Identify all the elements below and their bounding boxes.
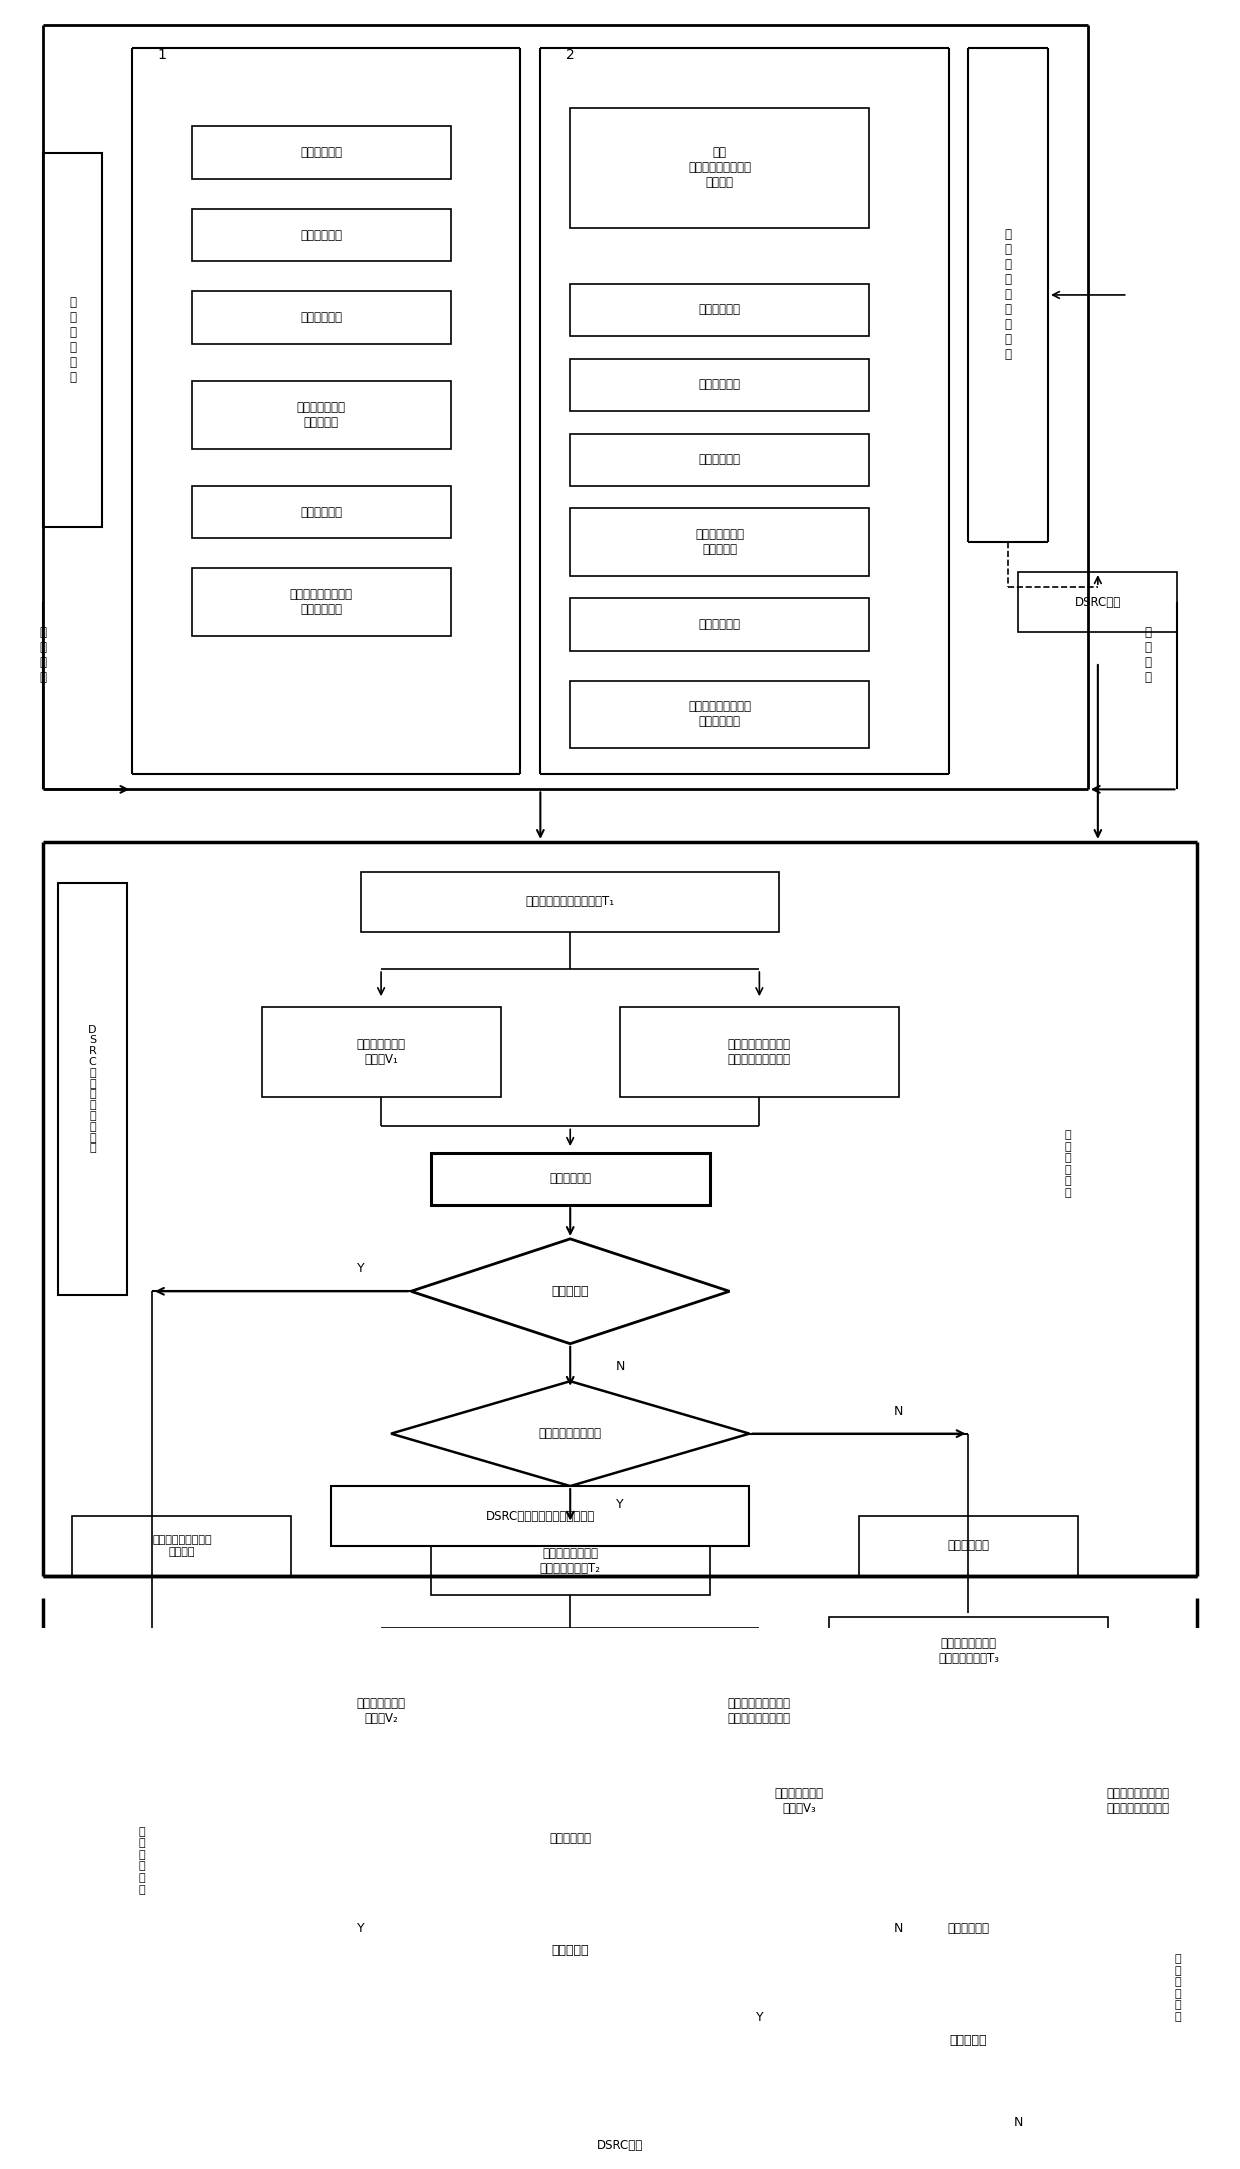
Text: 动态冲突区域: 动态冲突区域 [549,1173,591,1186]
Text: 2: 2 [565,48,574,63]
Bar [192,568,451,636]
Bar [1018,573,1178,631]
Bar [680,1755,919,1846]
Bar [430,1811,709,1865]
Text: 支路右转车辆右转
阶段二持续时间T₂: 支路右转车辆右转 阶段二持续时间T₂ [539,1546,600,1575]
Text: 是否冲突？: 是否冲突？ [552,1943,589,1956]
Bar [262,1006,501,1098]
Text: 转弯车辆车长: 转弯车辆车长 [300,228,342,241]
Bar [430,1527,709,1594]
Text: 主路车辆三轴加
速度变化率: 主路车辆三轴加 速度变化率 [696,529,744,555]
Text: Y: Y [755,2011,763,2024]
Text: N: N [894,1922,904,1935]
Text: 转弯车辆三轴加
速度变化率: 转弯车辆三轴加 速度变化率 [296,401,346,429]
Text: 支路右转车辆右转
阶段三持续时间T₃: 支路右转车辆右转 阶段三持续时间T₃ [937,1638,999,1666]
Text: 主路车辆三轴加速度
变化持续时间: 主路车辆三轴加速度 变化持续时间 [688,701,751,729]
Text: 转弯车辆阶段二
末车速V₂: 转弯车辆阶段二 末车速V₂ [357,1696,405,1724]
Bar [570,599,869,651]
Bar [72,1516,291,1577]
Bar [570,108,869,228]
Bar [998,1755,1240,1846]
Bar [570,681,869,748]
Text: 数
据
更
新: 数 据 更 新 [1145,625,1151,683]
Polygon shape [391,1382,749,1486]
Text: 转弯车辆三轴加速度
变化持续时间: 转弯车辆三轴加速度 变化持续时间 [290,588,353,616]
Bar [830,1618,1107,1685]
Text: 主路车辆坐标: 主路车辆坐标 [698,304,740,317]
Text: 转弯车辆阶段三末转
弯、主路直行车坐标: 转弯车辆阶段三末转 弯、主路直行车坐标 [1106,1787,1169,1815]
Bar [192,382,451,449]
Text: DSRC向转弯车辆发送预警信息: DSRC向转弯车辆发送预警信息 [486,1510,595,1523]
Polygon shape [410,1898,729,2002]
Bar [570,284,869,336]
Text: 是否冲突？: 是否冲突？ [552,1284,589,1297]
Text: 模
型
参
数
输
入: 模 型 参 数 输 入 [69,295,76,384]
Polygon shape [410,1238,729,1345]
Text: 转弯车辆阶段一末转
弯、主路直行车坐标: 转弯车辆阶段一末转 弯、主路直行车坐标 [728,1037,791,1065]
Bar [192,291,451,343]
Text: N: N [1013,2117,1023,2130]
Text: Y: Y [357,1262,365,1275]
Text: 是否有右转阶段二？: 是否有右转阶段二？ [538,1427,601,1440]
Text: 转弯车辆车速: 转弯车辆车速 [300,505,342,518]
Text: 交
叉
口
静
态
冲
突
区
域: 交 叉 口 静 态 冲 突 区 域 [1004,228,1012,362]
Text: 冲突预警提示，提供
建议速度: 冲突预警提示，提供 建议速度 [153,1536,212,1557]
Text: DSRC通信: DSRC通信 [1075,596,1121,609]
Polygon shape [810,1989,1127,2093]
Bar [859,1516,1078,1577]
Bar [192,486,451,538]
Bar [331,1486,749,1546]
Bar [192,126,451,178]
Text: 主路车辆车速: 主路车辆车速 [698,618,740,631]
Bar [570,358,869,412]
Text: 冲
突
判
断
模
块: 冲 突 判 断 模 块 [1065,1130,1071,1197]
Text: 数
据
更
新: 数 据 更 新 [40,625,46,683]
Text: D
S
R
C
内
部
冲
突
模
型
计
算: D S R C 内 部 冲 突 模 型 计 算 [88,1024,97,1154]
Text: N: N [615,1360,625,1373]
Text: 是否冲突？: 是否冲突？ [950,2035,987,2048]
Text: Y: Y [616,1499,624,1512]
Text: 安全，不预警: 安全，不预警 [947,1540,990,1553]
Text: 转弯车辆阶段一
末车速V₁: 转弯车辆阶段一 末车速V₁ [357,1037,405,1065]
Bar [57,883,128,1295]
Text: 转弯车辆宽度: 转弯车辆宽度 [300,310,342,323]
Text: DSRC通信: DSRC通信 [596,2139,644,2152]
Bar [262,1666,501,1755]
Text: 主路车辆宽度: 主路车辆宽度 [698,453,740,466]
Text: 动态冲突区域: 动态冲突区域 [947,1922,990,1935]
Bar [620,1006,899,1098]
Bar [361,872,779,933]
Text: 动态冲突区域: 动态冲突区域 [549,1831,591,1844]
Bar [570,434,869,486]
Bar [481,2115,759,2169]
Bar [620,1666,899,1755]
Text: N: N [894,1406,904,1419]
Text: 转弯车辆阶段二末转
弯、主路直行车坐标: 转弯车辆阶段二末转 弯、主路直行车坐标 [728,1696,791,1724]
Text: Y: Y [357,1922,365,1935]
Bar [192,208,451,260]
Bar [570,508,869,575]
Bar [830,1902,1107,1954]
Bar [430,1152,709,1206]
Text: 转弯
车辆到达交叉口前主
路车辆数: 转弯 车辆到达交叉口前主 路车辆数 [688,145,751,189]
Text: 冲
突
判
断
模
块: 冲 突 判 断 模 块 [1174,1954,1180,2022]
Text: 冲
突
判
断
模
块: 冲 突 判 断 模 块 [139,1826,145,1896]
Text: 1: 1 [157,48,166,63]
Bar [42,152,103,527]
Text: 主路车辆车长: 主路车辆车长 [698,377,740,390]
Text: 转弯车辆坐标: 转弯车辆坐标 [300,145,342,158]
Text: 转弯车辆阶段三
末车速V₃: 转弯车辆阶段三 末车速V₃ [775,1787,823,1815]
Text: 转弯车辆阶段一持续时间T₁: 转弯车辆阶段一持续时间T₁ [526,896,615,909]
